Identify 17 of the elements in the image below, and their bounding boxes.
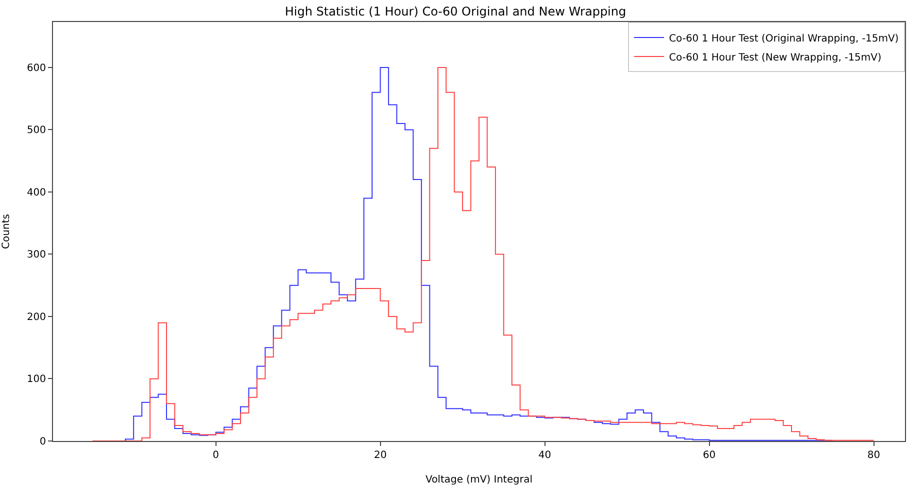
x-axis-title: Voltage (mV) Integral bbox=[426, 474, 532, 486]
y-tick-label: 500 bbox=[26, 125, 46, 136]
chart-title: High Statistic (1 Hour) Co-60 Original and New Wrapping bbox=[284, 4, 626, 19]
x-tick-label: 80 bbox=[867, 450, 880, 461]
x-tick-label: 40 bbox=[538, 450, 552, 461]
y-tick-label: 100 bbox=[26, 374, 46, 386]
legend-label: Co-60 1 Hour Test (New Wrapping, -15mV) bbox=[669, 52, 882, 64]
y-tick-label: 300 bbox=[26, 250, 46, 261]
legend-label: Co-60 1 Hour Test (Original Wrapping, -15mV) bbox=[669, 33, 899, 44]
y-tick-label: 400 bbox=[26, 187, 46, 198]
x-tick-label: 60 bbox=[702, 450, 716, 461]
y-tick-label: 200 bbox=[26, 312, 46, 323]
y-tick-label: 600 bbox=[26, 62, 46, 74]
y-tick-label: 0 bbox=[40, 436, 46, 448]
x-tick-label: 20 bbox=[374, 450, 387, 461]
x-tick-label: 0 bbox=[212, 450, 220, 461]
y-axis-title: Counts bbox=[0, 214, 12, 249]
